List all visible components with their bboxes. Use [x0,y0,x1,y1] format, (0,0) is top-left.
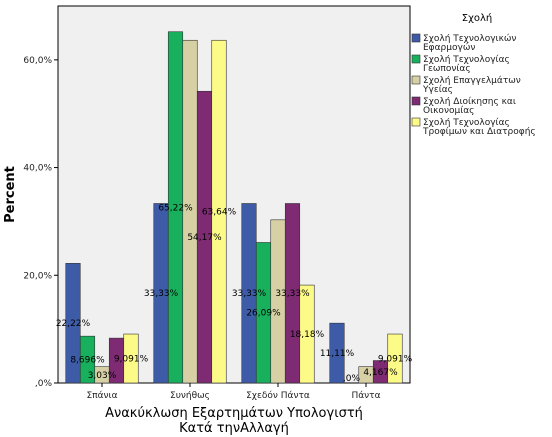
data-label: 3,03% [88,371,117,381]
legend-label: Σχολή Τεχνολογικών [423,33,516,44]
plot-area [57,5,411,384]
legend-label: Σχολή Διοίκησης και [423,97,516,107]
legend-label: Τροφίμων και Διατροφής [422,127,536,137]
x-axis-title: Ανακύκλωση Εξαρτημάτων Υπολογιστή [105,406,363,421]
bar [65,263,81,384]
data-label: 22,22% [56,319,91,329]
x-tick-label: Πάντα [351,391,380,401]
bar [123,333,139,384]
legend-swatch [411,54,421,64]
data-label: 11,11% [320,349,355,359]
bar [211,39,227,384]
data-label: 33,33% [275,289,310,299]
x-tick-label: Σχεδόν Πάντα [246,390,310,401]
data-label: 4,167% [363,368,398,378]
data-label: 9,091% [378,355,413,365]
x-tick-label: Σπάνια [86,391,117,401]
data-label: 8,696% [70,356,105,366]
legend-label: Οικονομίας [423,106,474,116]
data-label: 63,64% [202,208,237,218]
bar [299,284,315,384]
legend-label: Σχολή Τεχνολογίας [423,55,510,65]
data-label: ,0% [343,374,361,384]
x-axis-title: Κατά τηνΑλλαγή [179,421,289,436]
x-tick-label: Συνήθως [170,391,210,401]
y-axis-title: Percent [3,166,18,223]
legend-swatch [411,96,421,106]
y-tick-label: 60,0% [23,56,52,66]
y-tick-label: 20,0% [23,271,52,281]
legend-label: Εφαρμογών [423,42,475,53]
y-tick-label: 40,0% [23,164,52,174]
data-label: 18,18% [290,330,325,340]
legend-label: Γεωπονίας [423,64,471,74]
legend-swatch [411,33,421,43]
bar [79,335,96,384]
legend-title: Σχολή [462,12,492,24]
legend-swatch [411,75,421,85]
bar [329,322,345,384]
data-label: 54,17% [187,233,222,243]
bar [270,219,286,384]
data-label: 33,33% [232,289,267,299]
legend-label: Σχολή Τεχνολογίας [423,118,510,128]
data-label: 33,33% [144,289,179,299]
legend-label: Σχολή Επαγγελμάτων [423,76,521,86]
legend-label: Υγείας [422,85,453,95]
data-label: 65,22% [158,203,193,213]
data-label: 26,09% [246,309,281,319]
bar [387,333,403,384]
legend-swatch [411,117,421,127]
y-tick-label: ,0% [35,379,53,389]
data-label: 9,091% [114,355,149,365]
